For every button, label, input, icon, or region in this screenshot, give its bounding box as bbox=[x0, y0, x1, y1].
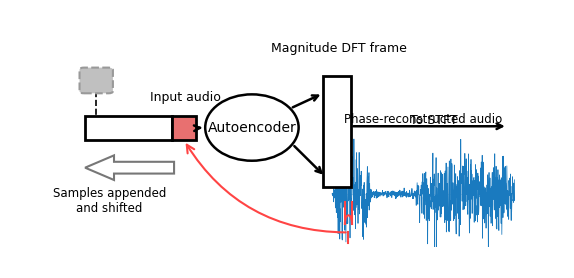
Bar bbox=[85, 116, 172, 140]
Bar bbox=[323, 76, 351, 187]
Bar bbox=[172, 116, 196, 140]
Text: To STFT: To STFT bbox=[410, 113, 457, 126]
Polygon shape bbox=[85, 155, 174, 180]
Ellipse shape bbox=[205, 94, 298, 161]
FancyArrowPatch shape bbox=[187, 145, 346, 232]
Text: Magnitude DFT frame: Magnitude DFT frame bbox=[271, 42, 406, 55]
Text: Input audio: Input audio bbox=[150, 91, 220, 104]
Text: Phase-reconstructed audio: Phase-reconstructed audio bbox=[344, 113, 502, 126]
FancyBboxPatch shape bbox=[80, 68, 113, 93]
Text: Samples appended
and shifted: Samples appended and shifted bbox=[53, 187, 166, 215]
Text: Autoencoder: Autoencoder bbox=[208, 121, 296, 135]
